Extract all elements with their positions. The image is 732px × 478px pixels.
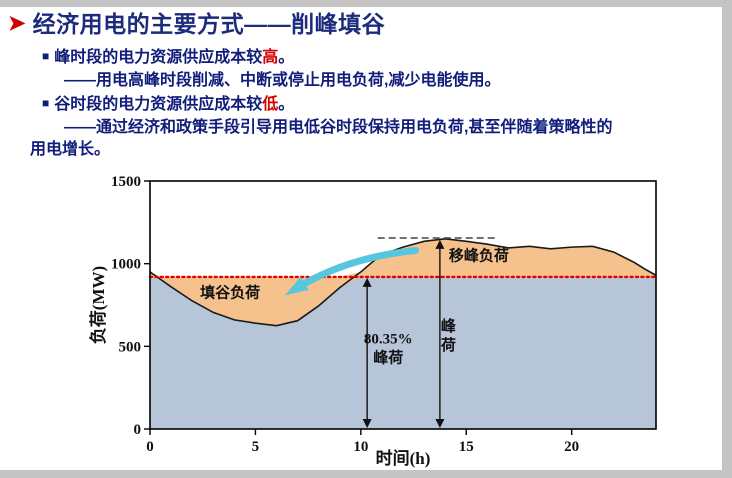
text-segment: ——用电高峰时段削减、中断或停止用电负荷,减少电能使用。 [64, 71, 501, 89]
bullet-subitem: ——用电高峰时段削减、中断或停止用电负荷,减少电能使用。 [30, 70, 614, 93]
text-segment: ——通过经济和政策手段引导用电低谷时段保持用电负荷,甚至伴随着策略性的用电增长。 [30, 118, 613, 159]
peak-to-valley-arrow [294, 246, 420, 292]
plot-border [149, 180, 657, 430]
bullet-marker: ■ [42, 49, 50, 63]
peak-to-valley-arrowhead [284, 276, 309, 296]
x-tick-label: 20 [564, 439, 579, 455]
title-row: ➤ 经济用电的主要方式——削峰填谷 [0, 7, 722, 38]
slide: ➤ 经济用电的主要方式——削峰填谷 ■ 峰时段的电力资源供应成本较高。 ——用电高峰… [0, 7, 722, 470]
load-curve-chart: 0 5 10 15 20 0 500 1000 1500 时间(h) 负荷(MW) 填谷负荷 移峰负荷 8… [88, 169, 668, 469]
x-tick-label: 0 [146, 439, 154, 455]
x-axis-title: 时间(h) [376, 448, 431, 468]
bullet-item: ■ 谷时段的电力资源供应成本较低。 [42, 92, 614, 117]
x-tick-label: 10 [353, 439, 368, 455]
peak-load-label: 峰荷 [441, 317, 457, 354]
x-tick-label: 5 [252, 439, 260, 455]
text-segment: 。 [278, 96, 295, 113]
pct-peak-load-label: 80.35%峰荷 [364, 331, 413, 366]
load-curve-svg: 0 5 10 15 20 0 500 1000 1500 时间(h) 负荷(MW) 填谷负荷 移峰负荷 8… [88, 174, 658, 468]
y-tick-label: 1000 [111, 257, 141, 273]
peak-shift-load-label: 移峰负荷 [449, 246, 509, 264]
bullet-item: ■ 峰时段的电力资源供应成本较高。 [42, 45, 614, 70]
text-segment: 高 [262, 49, 279, 66]
bullet-subitem: ——通过经济和政策手段引导用电低谷时段保持用电负荷,甚至伴随着策略性的用电增长。 [30, 117, 614, 162]
page-title: 经济用电的主要方式——削峰填谷 [32, 11, 386, 37]
title-arrow-icon: ➤ [8, 12, 26, 35]
x-tick-label: 15 [459, 439, 474, 455]
text-segment: 谷时段的电力资源供应成本较 [54, 96, 263, 113]
text-segment: 。 [278, 49, 295, 66]
base-load-area [150, 276, 656, 429]
y-tick-label: 500 [119, 339, 142, 355]
y-tick-label: 0 [134, 422, 142, 438]
valley-fill-load-label: 填谷负荷 [200, 284, 260, 302]
bullet-marker: ■ [42, 96, 50, 110]
text-segment: 低 [262, 96, 279, 113]
y-axis-title: 负荷(MW) [88, 266, 108, 344]
y-tick-label: 1500 [111, 174, 141, 190]
bullet-list: ■ 峰时段的电力资源供应成本较高。 ——用电高峰时段削减、中断或停止用电负荷,减少电… [30, 45, 614, 162]
text-segment: 峰时段的电力资源供应成本较 [54, 49, 263, 66]
